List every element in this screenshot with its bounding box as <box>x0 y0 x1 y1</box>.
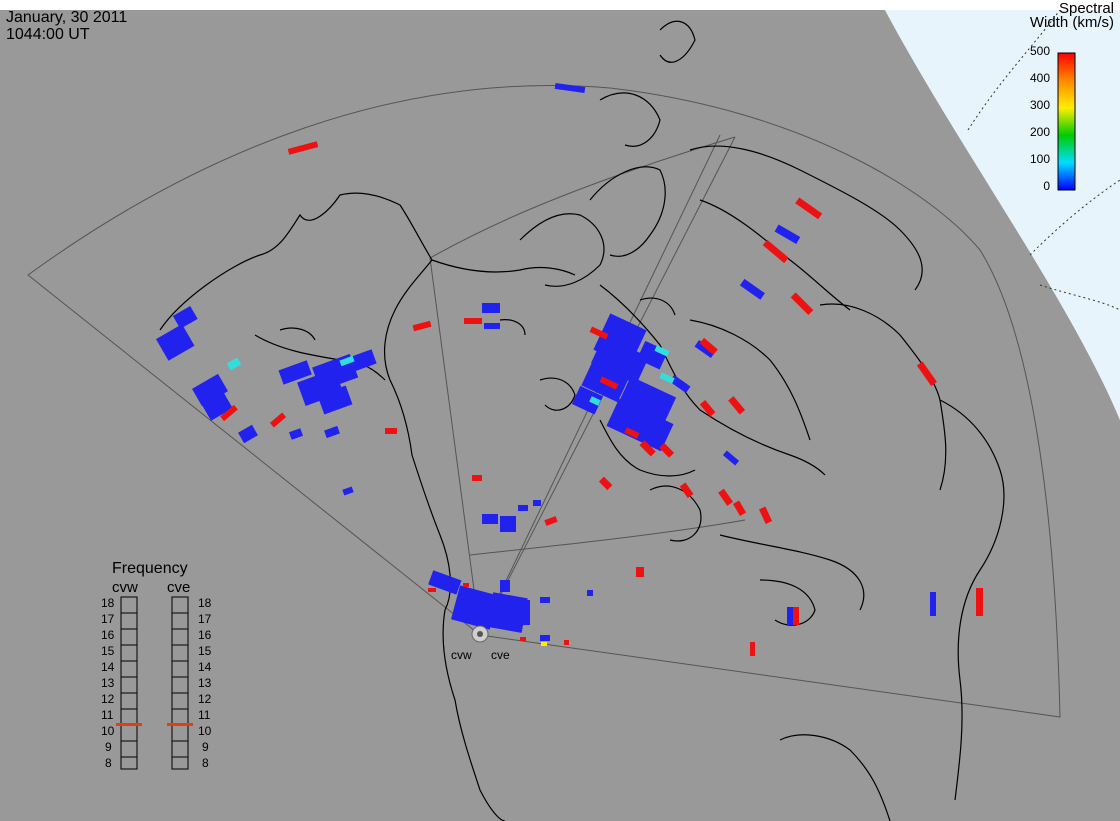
coastlines <box>159 20 1005 821</box>
colorbar-tick-400: 400 <box>1029 71 1050 85</box>
time-label: 1044:00 UT <box>6 26 90 43</box>
map-background <box>0 10 1120 821</box>
frequency-cve-label: cve <box>167 579 191 596</box>
colorbar-title-line1: Spectral <box>1058 0 1114 17</box>
colorbar-tick-500: 500 <box>1029 44 1050 58</box>
frequency-cvw-label: cvw <box>112 579 138 596</box>
cve-frequency-indicator <box>167 723 193 726</box>
colorbar-title-line2: Width (km/s) <box>1029 14 1114 31</box>
radar-site-marker <box>471 625 489 643</box>
cvw-frequency-indicator <box>116 723 142 726</box>
date-label: January, 30 2011 <box>6 9 128 26</box>
colorbar-tick-200: 200 <box>1029 125 1050 139</box>
colorbar-tick-100: 100 <box>1029 152 1050 166</box>
radar-data <box>156 82 983 656</box>
colorbar-tick-300: 300 <box>1029 98 1050 112</box>
colorbar-tick-0: 0 <box>1043 179 1050 193</box>
field-of-view <box>27 85 1061 718</box>
frequency-title: Frequency <box>112 560 188 577</box>
radar-label-cve: cve <box>491 648 510 662</box>
radar-label-cvw: cvw <box>451 648 472 662</box>
colorbar <box>1057 52 1076 191</box>
